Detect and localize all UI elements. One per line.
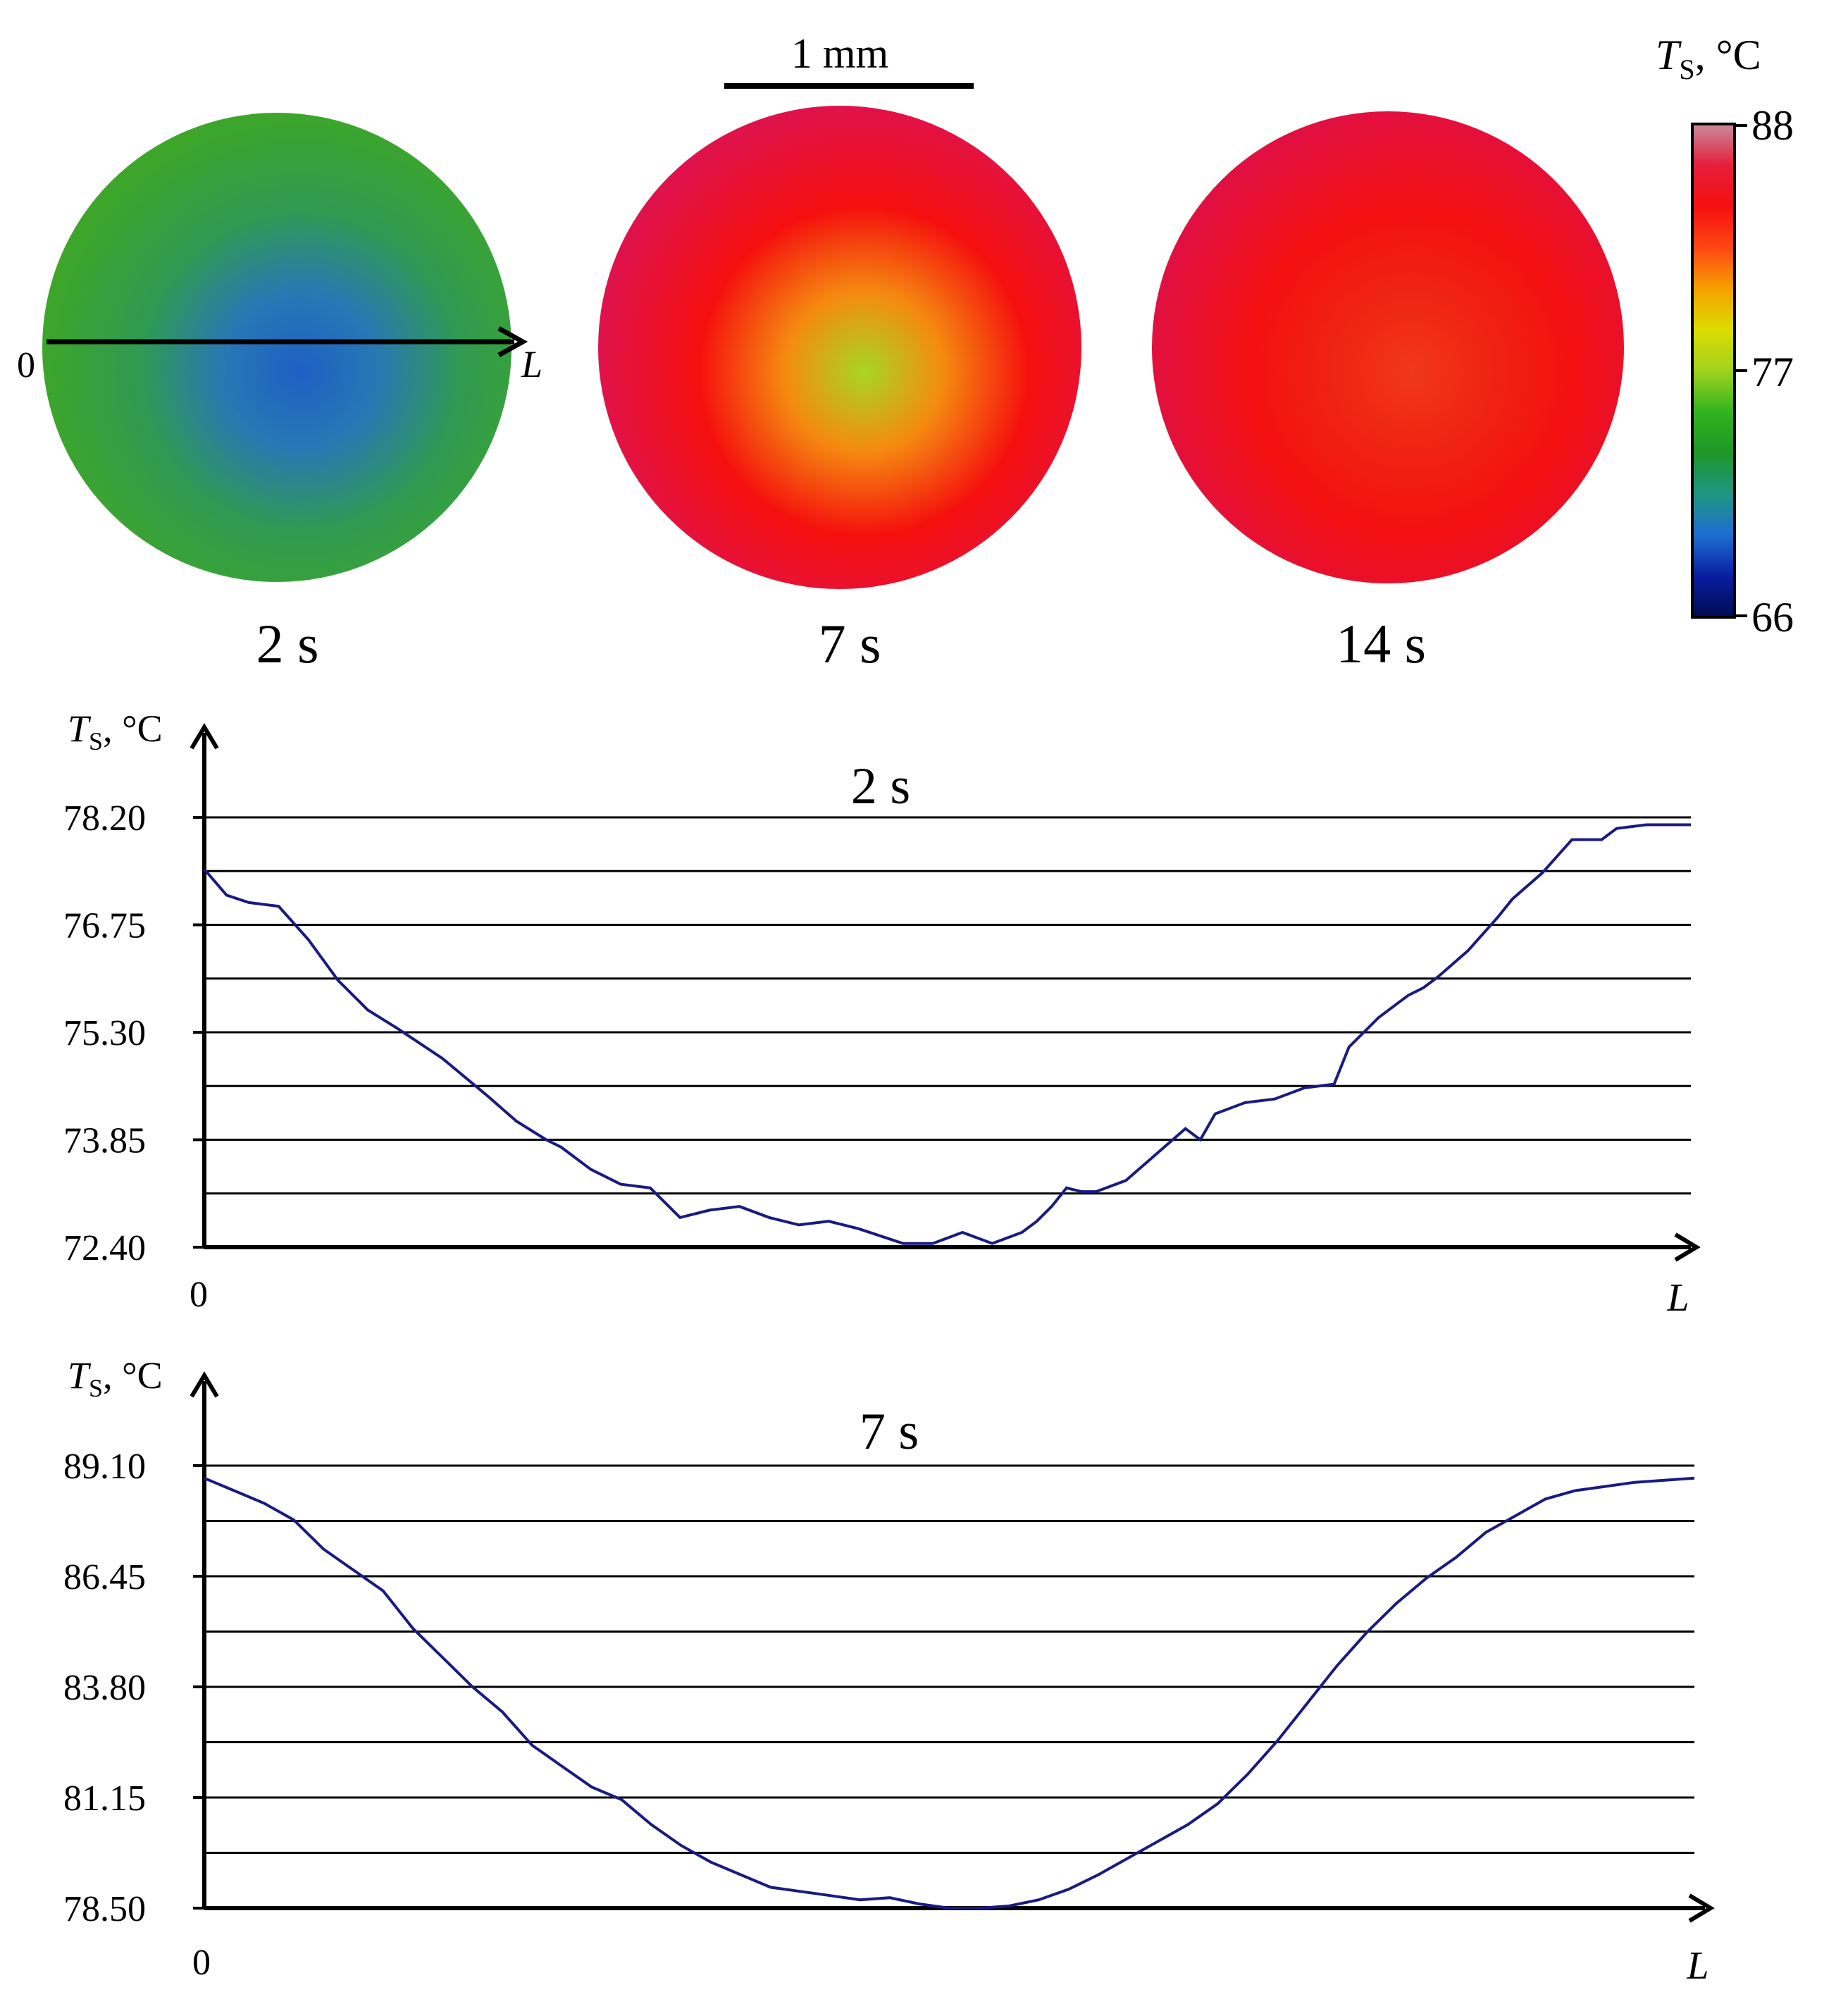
thermogram-label-7s: 7 s <box>819 613 881 674</box>
chart-2s-yticks: 78.20 76.75 75.30 73.85 72.40 <box>63 798 204 1268</box>
colorbar-title: TS, °C <box>1656 32 1761 85</box>
thermogram-14s <box>1152 111 1624 583</box>
chart-2s-gridlines <box>204 816 1691 1195</box>
disc-axis-end-label: L <box>521 343 542 385</box>
chart-2s-title: 2 s <box>851 757 910 815</box>
chart-7s-series-line <box>204 1476 1695 1910</box>
chart-7s-title: 7 s <box>860 1403 919 1461</box>
ytick-label: 89.10 <box>63 1447 146 1487</box>
chart-7s-ylabel-T: T <box>68 1354 92 1397</box>
colorbar-gradient <box>1691 123 1736 619</box>
disc-axis-origin-label: 0 <box>17 345 35 385</box>
ytick-label: 78.20 <box>63 798 146 839</box>
ytick-label: 72.40 <box>63 1228 146 1268</box>
chart-7s-y-arrow <box>190 1371 219 1398</box>
colorbar-title-sub: S <box>1679 54 1694 85</box>
chart-7s-ylabel: TS, °C <box>68 1354 163 1402</box>
chart-7s-yticks: 89.10 86.45 83.80 81.15 78.50 <box>63 1447 204 1929</box>
chart-7s-gridlines <box>204 1464 1694 1854</box>
chart-2s-y-arrow <box>190 723 219 750</box>
chart-2s-ylabel: TS, °C <box>68 707 163 755</box>
thermogram-label-14s: 14 s <box>1336 613 1426 674</box>
ytick-label: 73.85 <box>63 1121 146 1161</box>
ytick-label: 81.15 <box>63 1778 146 1819</box>
scale-bar-label: 1 mm <box>791 30 888 77</box>
profile-chart-2s: 78.20 76.75 75.30 73.85 72.40 2 s TS, °C 0 L <box>63 707 1701 1320</box>
chart-7s-xlabel: L <box>1686 1944 1709 1988</box>
thermograms <box>42 106 1624 589</box>
ytick-label: 78.50 <box>63 1889 146 1929</box>
colorbar-tick-min: 66 <box>1751 594 1794 641</box>
colorbar: 88 77 66 TS, °C <box>1656 32 1794 641</box>
chart-7s-ylabel-unit: , °C <box>103 1354 163 1397</box>
scale-bar: 1 mm <box>724 30 974 89</box>
chart-2s-ylabel-unit: , °C <box>103 707 163 750</box>
chart-2s-ylabel-sub: S <box>89 727 103 755</box>
ytick-label: 76.75 <box>63 906 146 946</box>
colorbar-tick-max: 88 <box>1751 102 1794 149</box>
chart-7s-x-origin: 0 <box>192 1943 211 1983</box>
ytick-label: 83.80 <box>63 1668 146 1708</box>
profile-chart-7s: 89.10 86.45 83.80 81.15 78.50 7 s TS, °C 0 L <box>63 1354 1715 1988</box>
chart-7s-x-arrow <box>1688 1893 1715 1923</box>
colorbar-title-T: T <box>1656 32 1682 78</box>
colorbar-title-unit: , °C <box>1695 32 1761 78</box>
chart-2s-x-arrow <box>1674 1232 1701 1262</box>
chart-2s-series-line <box>203 823 1691 1245</box>
chart-2s-ylabel-T: T <box>68 707 92 750</box>
thermogram-2s <box>42 113 511 582</box>
colorbar-tick-mid: 77 <box>1751 349 1794 395</box>
chart-7s-ylabel-sub: S <box>89 1374 103 1402</box>
chart-2s-xlabel: L <box>1666 1276 1689 1320</box>
thermogram-7s <box>598 106 1081 589</box>
ytick-label: 86.45 <box>63 1557 146 1597</box>
chart-2s-x-origin: 0 <box>190 1275 208 1315</box>
thermogram-label-2s: 2 s <box>256 613 319 674</box>
disc-axis: 0 L <box>17 326 542 385</box>
ytick-label: 75.30 <box>63 1013 146 1053</box>
